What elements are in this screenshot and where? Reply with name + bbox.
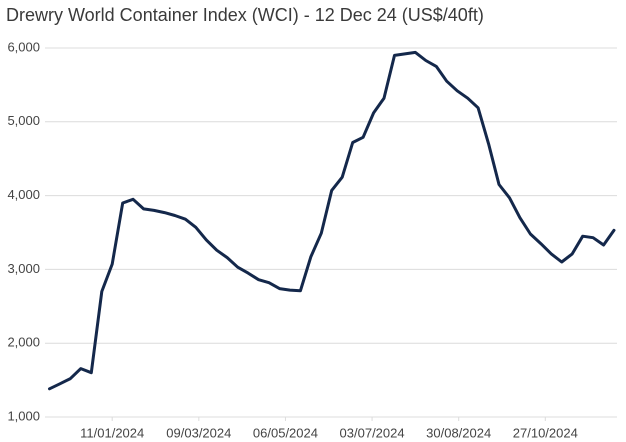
x-tick-label: 06/05/2024 <box>253 425 318 440</box>
y-tick-label: 3,000 <box>7 261 40 276</box>
x-tick-label: 03/07/2024 <box>340 425 405 440</box>
x-tick-label: 09/03/2024 <box>166 425 231 440</box>
y-tick-label: 1,000 <box>7 408 40 423</box>
y-tick-label: 5,000 <box>7 113 40 128</box>
x-tick-label: 30/08/2024 <box>426 425 491 440</box>
y-tick-label: 6,000 <box>7 39 40 54</box>
x-tick-label: 11/01/2024 <box>80 425 144 440</box>
x-tick-label: 27/10/2024 <box>513 425 578 440</box>
series-line <box>48 50 616 391</box>
y-tick-label: 4,000 <box>7 187 40 202</box>
chart-title: Drewry World Container Index (WCI) - 12 … <box>6 5 484 25</box>
y-tick-label: 2,000 <box>7 335 40 350</box>
